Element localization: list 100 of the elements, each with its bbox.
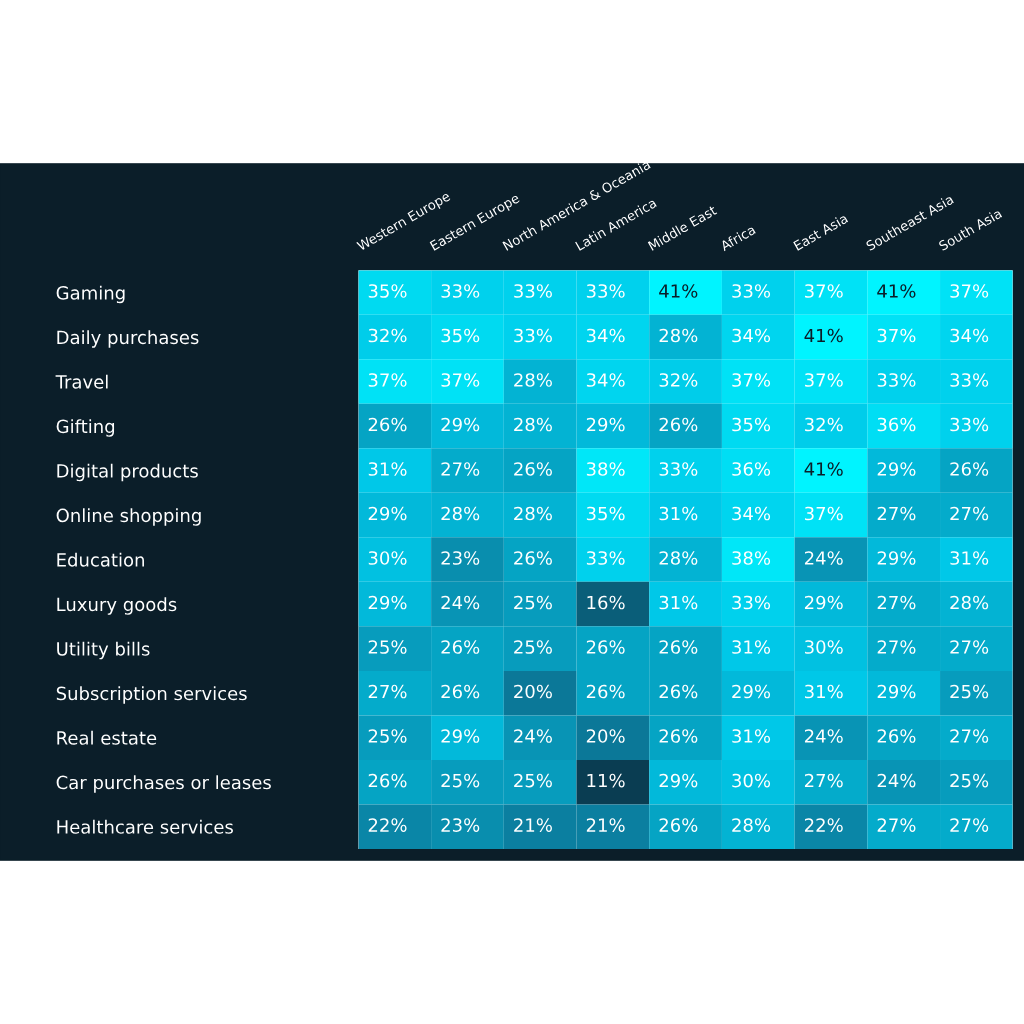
data-label: 26% — [514, 551, 552, 565]
y-tick-label: Utility bills — [57, 641, 150, 660]
data-label: 33% — [732, 284, 771, 298]
data-label: 29% — [441, 729, 480, 743]
y-tick-label: Daily purchases — [57, 330, 199, 348]
data-label: 28% — [514, 373, 552, 387]
data-label: 27% — [368, 684, 407, 699]
data-label: 28% — [732, 818, 771, 832]
data-label: 26% — [368, 773, 407, 788]
y-tick-label: Healthcare services — [57, 819, 233, 834]
data-label: 22% — [368, 818, 407, 832]
data-label: 25% — [368, 729, 407, 743]
data-label: 31% — [659, 595, 698, 610]
data-label: 34% — [586, 328, 625, 343]
data-label: 37% — [805, 506, 843, 521]
data-label: 26% — [659, 684, 698, 699]
data-label: 24% — [804, 551, 843, 565]
data-label: 31% — [732, 729, 771, 743]
data-label: 34% — [950, 328, 989, 343]
data-label: 29% — [441, 417, 480, 432]
data-label: 35% — [586, 506, 625, 521]
data-label: 27% — [877, 595, 916, 610]
data-label: 29% — [804, 595, 843, 610]
data-label: 32% — [659, 373, 698, 387]
data-label: 26% — [368, 417, 407, 432]
data-label: 34% — [586, 373, 625, 387]
data-label: 41% — [877, 284, 916, 298]
data-label: 26% — [659, 729, 698, 743]
data-label: 24% — [441, 595, 480, 610]
data-label: 29% — [659, 773, 698, 788]
data-label: 33% — [950, 417, 989, 432]
data-label: 26% — [514, 462, 552, 476]
data-label: 25% — [950, 684, 989, 699]
data-label: 27% — [804, 773, 843, 788]
data-label: 29% — [877, 684, 916, 699]
data-label: 26% — [441, 684, 480, 699]
data-label: 25% — [441, 773, 480, 788]
data-label: 33% — [514, 328, 552, 343]
data-label: 34% — [732, 506, 771, 521]
y-tick-label: Luxury goods — [57, 597, 177, 615]
data-label: 30% — [805, 640, 843, 654]
data-label: 31% — [950, 551, 989, 565]
data-label: 31% — [732, 640, 771, 654]
y-tick-label: Car purchases or leases — [56, 775, 271, 793]
data-label: 25% — [368, 640, 407, 654]
data-label: 35% — [441, 328, 480, 343]
data-label: 33% — [659, 462, 698, 476]
y-tick-label: Gifting — [56, 419, 115, 437]
data-label: 31% — [368, 462, 407, 476]
data-label: 31% — [659, 506, 698, 521]
data-label: 32% — [368, 328, 407, 343]
data-label: 20% — [586, 729, 625, 743]
data-label: 37% — [732, 373, 771, 387]
y-tick-label: Digital products — [57, 463, 198, 482]
data-label: 33% — [732, 595, 771, 610]
data-label: 26% — [441, 640, 480, 654]
data-label: 26% — [659, 640, 698, 654]
y-tick-label: Real estate — [57, 730, 157, 745]
y-tick-label: Travel — [55, 374, 108, 389]
data-label: 28% — [659, 551, 698, 565]
data-label: 26% — [950, 462, 989, 476]
data-label: 27% — [950, 818, 989, 832]
x-tick-label: East Asia — [793, 213, 849, 251]
data-label: 27% — [877, 506, 916, 521]
y-tick-label: Education — [57, 552, 144, 567]
data-label: 33% — [441, 284, 480, 298]
data-label: 28% — [441, 506, 480, 521]
data-label: 28% — [514, 417, 552, 432]
data-label: 37% — [441, 373, 480, 387]
data-label: 36% — [732, 462, 771, 476]
data-label: 34% — [732, 328, 771, 343]
data-label: 37% — [805, 373, 843, 387]
data-label: 27% — [441, 462, 480, 476]
data-label: 41% — [804, 328, 843, 343]
data-label: 35% — [368, 284, 407, 298]
data-label: 26% — [586, 640, 625, 654]
data-label: 28% — [514, 506, 552, 521]
data-label: 23% — [441, 551, 480, 565]
data-label: 24% — [514, 729, 552, 743]
data-label: 27% — [950, 506, 989, 521]
data-label: 26% — [586, 684, 625, 699]
data-label: 27% — [950, 729, 989, 743]
data-label: 37% — [805, 284, 843, 298]
data-label: 38% — [586, 462, 625, 476]
data-label: 35% — [732, 417, 771, 432]
data-label: 38% — [732, 551, 771, 565]
data-label: 25% — [514, 595, 552, 610]
data-label: 16% — [587, 595, 625, 610]
data-label: 24% — [877, 773, 916, 788]
y-tick-label: Gaming — [56, 285, 125, 304]
data-label: 20% — [514, 684, 552, 699]
data-label: 29% — [732, 684, 771, 699]
data-label: 24% — [804, 729, 843, 743]
data-label: 25% — [950, 773, 989, 788]
data-label: 37% — [950, 284, 989, 298]
data-label: 32% — [805, 417, 843, 432]
data-label: 29% — [586, 417, 625, 432]
data-label: 26% — [659, 818, 698, 832]
data-label: 26% — [659, 417, 698, 432]
data-label: 29% — [368, 595, 407, 610]
